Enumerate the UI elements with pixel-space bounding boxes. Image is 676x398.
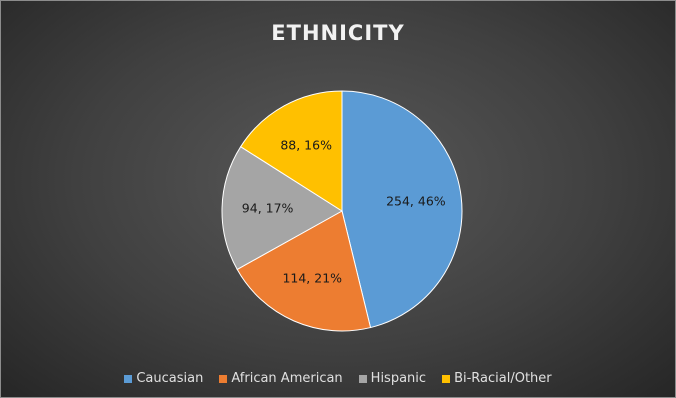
chart-legend: Caucasian African American Hispanic Bi-Raci… (1, 371, 675, 386)
legend-label: African American (231, 371, 343, 386)
pie-slice-bi-racial-other (239, 90, 343, 212)
legend-item-african-american: African American (219, 371, 343, 386)
legend-swatch (358, 374, 367, 383)
pie-slice-hispanic (221, 146, 343, 271)
data-label-caucasian: 254, 46% (386, 194, 446, 209)
legend-item-bi-racial-other: Bi-Racial/Other (442, 371, 552, 386)
legend-item-hispanic: Hispanic (358, 371, 427, 386)
chart-title: ETHNICITY (271, 21, 405, 45)
legend-item-caucasian: Caucasian (124, 371, 203, 386)
legend-label: Caucasian (136, 371, 204, 386)
legend-swatch (442, 374, 451, 383)
data-label-hispanic: 94, 17% (242, 200, 294, 215)
legend-label: Bi-Racial/Other (454, 371, 552, 386)
legend-label: Hispanic (370, 371, 427, 386)
legend-swatch (219, 374, 228, 383)
pie-slice-african-american (236, 210, 372, 332)
data-label-bi-racial-other: 88, 16% (280, 137, 332, 152)
data-label-african-american: 114, 21% (282, 271, 342, 286)
pie-slice-caucasian (341, 90, 463, 329)
legend-swatch (124, 374, 133, 383)
